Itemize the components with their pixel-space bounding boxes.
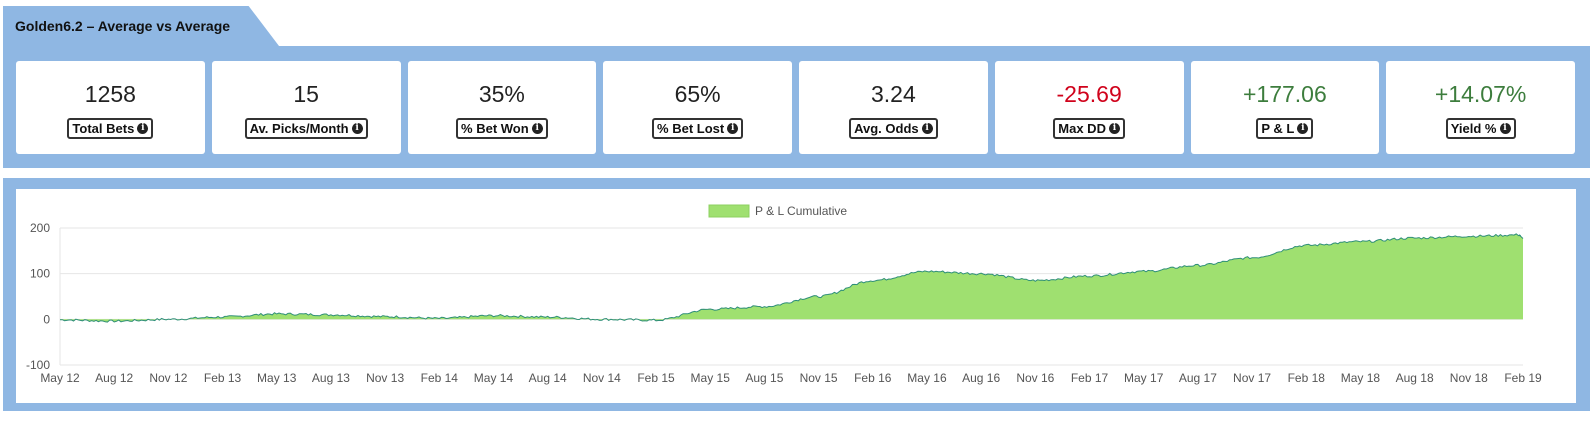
x-tick-label: May 18 (1341, 371, 1381, 385)
legend-label: P & L Cumulative (755, 204, 847, 218)
stat-label-pnl[interactable]: P & L i (1256, 118, 1314, 139)
x-tick-label: May 13 (257, 371, 297, 385)
x-tick-label: Feb 19 (1504, 371, 1542, 385)
stat-card-picks-per-month: 15 Av. Picks/Month i (211, 61, 401, 154)
stat-card-max-dd: -25.69 Max DD i (994, 61, 1184, 154)
stat-label-text: Max DD (1058, 121, 1106, 136)
stat-label-text: Yield % (1450, 121, 1497, 136)
stat-label-text: Av. Picks/Month (249, 121, 349, 136)
stat-value-max-dd: -25.69 (1056, 81, 1122, 107)
info-circle-icon[interactable]: i (531, 123, 543, 134)
stat-label-text: % Bet Won (461, 121, 529, 136)
strategy-title: Golden6.2 – Average vs Average (15, 18, 231, 34)
x-tick-label: Aug 18 (1396, 371, 1434, 385)
stat-card-bet-won: 35% % Bet Won i (407, 61, 597, 154)
x-tick-label: May 12 (40, 371, 80, 385)
stat-card-bet-lost: 65% % Bet Lost i (603, 61, 792, 154)
x-tick-label: Nov 15 (800, 371, 838, 385)
stat-label-text: P & L (1261, 121, 1295, 136)
x-tick-label: Aug 12 (95, 371, 133, 385)
stat-label-bet-won[interactable]: % Bet Won i (456, 118, 548, 139)
stat-card-yield: +14.07% Yield % i (1386, 61, 1575, 154)
stat-value-bet-won: 35% (478, 81, 525, 107)
stat-label-text: Total Bets (72, 121, 135, 136)
stat-label-bet-lost[interactable]: % Bet Lost i (652, 118, 744, 139)
y-tick-label: 100 (30, 267, 50, 281)
stats-panel: 1258 Total Bets i 15 Av. Picks/Month i 3… (3, 46, 1590, 168)
chart-container: 200 100 0 -100 May 12 Aug 12 Nov 12 Feb 13 May 1… (16, 189, 1576, 403)
y-tick-label: 0 (43, 312, 50, 326)
stat-label-avg-odds[interactable]: Avg. Odds i (849, 118, 938, 139)
x-tick-label: Aug 15 (745, 371, 783, 385)
info-circle-icon[interactable]: i (351, 123, 363, 134)
chart-panel: 200 100 0 -100 May 12 Aug 12 Nov 12 Feb 13 May 1… (3, 178, 1590, 411)
x-tick-label: Nov 12 (149, 371, 187, 385)
x-tick-label: Nov 14 (583, 371, 621, 385)
info-circle-icon[interactable]: i (1108, 123, 1120, 134)
x-tick-label: Nov 18 (1450, 371, 1488, 385)
x-tick-label: Nov 16 (1016, 371, 1054, 385)
x-tick-label: Aug 16 (962, 371, 1000, 385)
stat-label-yield[interactable]: Yield % i (1445, 118, 1516, 139)
y-tick-label: -100 (26, 358, 50, 372)
x-tick-label: Feb 13 (204, 371, 242, 385)
stat-value-pnl: +177.06 (1242, 81, 1327, 107)
stat-label-text: Avg. Odds (854, 121, 919, 136)
x-tick-label: May 15 (691, 371, 731, 385)
x-tick-label: Nov 13 (366, 371, 404, 385)
x-tick-label: Nov 17 (1233, 371, 1271, 385)
stat-label-picks-per-month[interactable]: Av. Picks/Month i (244, 118, 368, 139)
stat-card-avg-odds: 3.24 Avg. Odds i (799, 61, 988, 154)
info-circle-icon[interactable]: i (727, 123, 739, 134)
strategy-title-tab: Golden6.2 – Average vs Average (3, 6, 279, 46)
series-area-fill (60, 233, 1523, 323)
x-tick-label: Feb 17 (1071, 371, 1109, 385)
x-tick-label: Feb 18 (1288, 371, 1326, 385)
info-circle-icon[interactable]: i (921, 123, 933, 134)
series-line (59, 233, 1524, 323)
info-circle-icon[interactable]: i (137, 123, 149, 134)
x-tick-label: May 16 (907, 371, 947, 385)
stat-value-yield: +14.07% (1434, 81, 1527, 107)
info-circle-icon[interactable]: i (1297, 123, 1309, 134)
x-tick-label: Aug 14 (529, 371, 567, 385)
x-tick-label: May 17 (1124, 371, 1164, 385)
x-tick-label: Feb 16 (854, 371, 892, 385)
x-tick-label: Feb 15 (637, 371, 675, 385)
stat-value-bet-lost: 65% (674, 81, 721, 107)
stat-value-avg-odds: 3.24 (870, 81, 916, 107)
stat-value-picks-per-month: 15 (293, 81, 319, 107)
stat-label-max-dd[interactable]: Max DD i (1053, 118, 1125, 139)
stat-value-total-bets: 1258 (84, 81, 136, 107)
stat-label-total-bets[interactable]: Total Bets i (67, 118, 154, 139)
info-circle-icon[interactable]: i (1499, 123, 1511, 134)
stat-label-text: % Bet Lost (657, 121, 725, 136)
x-tick-label: Aug 17 (1179, 371, 1217, 385)
x-tick-label: May 14 (474, 371, 514, 385)
stat-card-total-bets: 1258 Total Bets i (16, 61, 205, 154)
y-tick-label: 200 (30, 221, 50, 235)
x-tick-label: Feb 14 (421, 371, 459, 385)
legend-swatch (708, 204, 750, 218)
x-tick-label: Aug 13 (312, 371, 350, 385)
stat-card-pnl: +177.06 P & L i (1190, 61, 1380, 154)
